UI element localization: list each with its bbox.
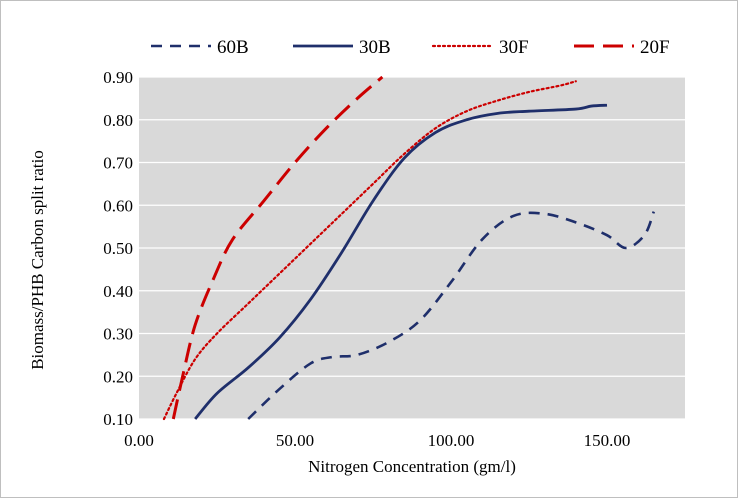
y-axis-title: Biomass/PHB Carbon split ratio bbox=[28, 150, 47, 370]
x-tick-label: 50.00 bbox=[276, 431, 314, 450]
y-tick-label: 0.50 bbox=[103, 239, 133, 258]
series-line-30b bbox=[194, 103, 608, 420]
legend-label-60b: 60B bbox=[217, 37, 249, 58]
gridlines bbox=[139, 76, 685, 420]
y-tick-label: 0.30 bbox=[103, 325, 133, 344]
x-axis-title: Nitrogen Concentration (gm/l) bbox=[308, 457, 516, 476]
y-tick-label: 0.60 bbox=[103, 196, 133, 215]
y-tick-label: 0.40 bbox=[103, 282, 133, 301]
legend-label-20f: 20F bbox=[640, 37, 670, 58]
y-tick-label: 0.80 bbox=[103, 111, 133, 130]
x-tick-label: 0.00 bbox=[124, 431, 154, 450]
x-tick-label: 100.00 bbox=[428, 431, 475, 450]
x-tick-label: 150.00 bbox=[584, 431, 631, 450]
axes: 0.10 0.20 0.30 0.40 0.50 0.60 0.70 0.80 0.90 0.00… bbox=[103, 68, 630, 450]
series-line-60b bbox=[247, 211, 656, 420]
series-line-30f bbox=[162, 80, 577, 421]
series-lines bbox=[162, 75, 656, 421]
y-tick-label: 0.20 bbox=[103, 367, 133, 386]
y-tick-label: 0.10 bbox=[103, 410, 133, 429]
y-tick-label: 0.70 bbox=[103, 154, 133, 173]
legend: 60B 30B 30F 20F bbox=[151, 37, 670, 58]
legend-label-30f: 30F bbox=[499, 37, 529, 58]
y-tick-label: 0.90 bbox=[103, 68, 133, 87]
series-line-20f bbox=[171, 75, 384, 420]
legend-label-30b: 30B bbox=[359, 37, 391, 58]
